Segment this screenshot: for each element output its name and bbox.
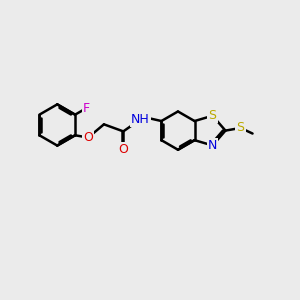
Text: S: S	[236, 122, 244, 134]
Text: S: S	[208, 109, 217, 122]
Text: F: F	[83, 102, 90, 115]
Text: N: N	[208, 139, 217, 152]
Text: O: O	[83, 131, 93, 144]
Text: O: O	[118, 143, 128, 156]
Text: NH: NH	[131, 113, 150, 126]
